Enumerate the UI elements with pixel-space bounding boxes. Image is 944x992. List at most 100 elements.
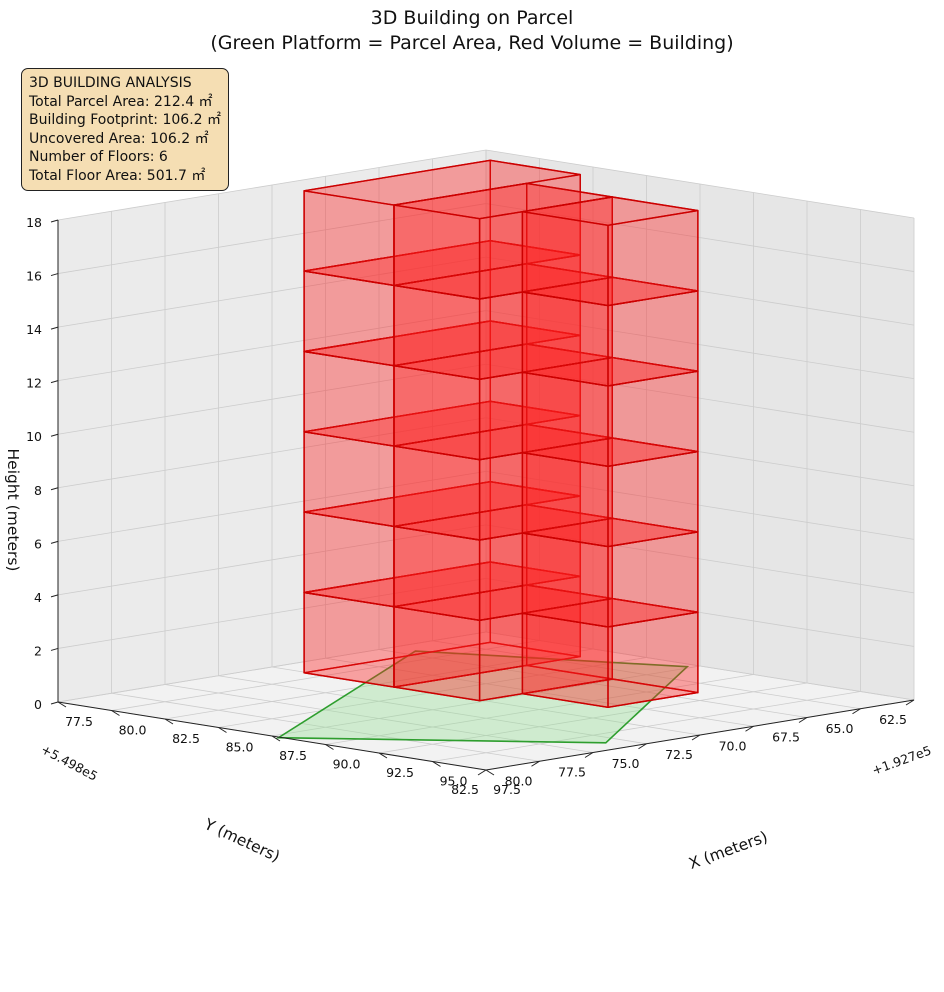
x-tick-mark	[378, 752, 388, 759]
y-tick-label: 70.0	[719, 738, 747, 753]
z-tick-label: 4	[34, 590, 42, 605]
z-gridline-right	[485, 470, 915, 540]
x-tick-mark	[111, 710, 120, 716]
info-number-of-floors: Number of Floors: 6	[29, 149, 168, 165]
z-tick-mark	[50, 594, 59, 598]
z-tick-label: 12	[26, 376, 42, 391]
y-gridline-floor	[111, 692, 540, 762]
chart-title-line2: (Green Platform = Parcel Area, Red Volum…	[210, 32, 734, 54]
y-tick-mark	[691, 734, 701, 741]
x-tick-mark	[325, 744, 334, 750]
info-parcel-area: Total Parcel Area: 212.4 ㎡	[29, 93, 213, 110]
z-gridline-left	[57, 256, 487, 328]
y-gridline-floor	[432, 640, 861, 710]
y-axis-label: Y (meters)	[201, 815, 283, 866]
analysis-info-box: 3D BUILDING ANALYSIS Total Parcel Area: …	[21, 68, 229, 191]
x-tick-label: 85.0	[226, 740, 254, 755]
z-tick-label: 14	[26, 322, 42, 337]
z-tick-label: 10	[26, 429, 42, 444]
building-face-east-floor-4	[521, 371, 609, 467]
building-face-west-floor-6	[303, 190, 395, 287]
z-gridline-right	[485, 310, 915, 380]
y-tick-mark	[531, 760, 540, 767]
building-face-east-floor-6	[521, 210, 609, 307]
z-tick-mark	[50, 701, 59, 705]
x-tick-mark	[271, 735, 281, 742]
z-tick-mark	[50, 487, 59, 491]
building-face-middle-floor-3	[393, 445, 481, 541]
z-gridline-left	[57, 417, 487, 489]
z-tick-label: 6	[34, 536, 42, 551]
info-building-footprint: Building Footprint: 106.2 ㎡	[29, 112, 222, 128]
building-face-east-floor-4	[607, 370, 699, 467]
z-gridline-left	[57, 363, 487, 435]
y-tick-label: 67.5	[772, 730, 800, 745]
building-face-east-floor-2	[607, 531, 699, 628]
y-axis-offset-text: +5.498e5	[39, 741, 101, 783]
z-gridline-left	[57, 578, 487, 649]
z-tick-label: 18	[26, 215, 42, 230]
x-tick-label: 92.5	[386, 765, 414, 780]
building-face-east-floor-5	[521, 291, 609, 387]
z-gridline-right	[485, 631, 915, 701]
y-tick-mark	[745, 725, 754, 732]
x-tick-label: 90.0	[333, 757, 361, 772]
z-tick-label: 2	[34, 643, 42, 658]
x-tick-mark	[164, 718, 174, 725]
building-face-west-floor-4	[303, 350, 395, 447]
x-tick-mark	[485, 769, 495, 776]
z-tick-mark	[50, 219, 59, 223]
z-tick-mark	[50, 540, 59, 544]
z-gridline-right	[485, 203, 915, 272]
building-face-west-floor-2	[303, 511, 395, 608]
y-tick-mark	[852, 708, 861, 715]
chart-title-line1: 3D Building on Parcel	[370, 7, 574, 29]
z-gridline-left	[57, 524, 487, 596]
z-tick-label: 8	[34, 483, 42, 498]
y-tick-mark	[477, 769, 487, 776]
z-tick-mark	[50, 647, 59, 651]
y-gridline-floor	[218, 675, 647, 745]
y-tick-label: 82.5	[451, 782, 479, 797]
z-gridline-right	[485, 363, 915, 433]
building-face-east-floor-3	[607, 450, 699, 548]
y-gridline-floor	[325, 657, 754, 727]
y-tick-label: 77.5	[558, 765, 586, 780]
y-tick-label: 80.0	[505, 773, 533, 788]
y-tick-mark	[905, 699, 915, 706]
building-face-middle-floor-6	[393, 204, 481, 300]
y-tick-label: 72.5	[665, 747, 693, 762]
x-tick-label: 77.5	[65, 714, 93, 729]
info-total-floor-area: Total Floor Area: 501.7 ㎡	[29, 167, 206, 184]
z-gridline-left	[57, 470, 487, 542]
building-face-east-floor-5	[607, 290, 699, 387]
x-tick-label: 95.0	[440, 774, 468, 789]
y-tick-mark	[798, 717, 808, 723]
building-face-east-floor-3	[521, 452, 609, 548]
building-face-middle-floor-4	[393, 365, 481, 461]
building-face-east-floor-2	[521, 532, 609, 628]
x-tick-label: 82.5	[172, 731, 200, 746]
y-tick-mark	[638, 743, 647, 750]
y-tick-label: 75.0	[612, 756, 640, 771]
building-face-west-floor-5	[303, 270, 395, 367]
z-gridline-right	[485, 149, 915, 219]
z-tick-mark	[50, 433, 59, 437]
z-tick-mark	[50, 380, 59, 384]
y-tick-mark	[584, 752, 594, 758]
x-tick-label: 80.0	[119, 723, 147, 738]
z-tick-mark	[50, 326, 59, 330]
building-face-east-floor-1	[607, 611, 699, 708]
x-tick-mark	[432, 761, 441, 767]
z-gridline-right	[485, 524, 915, 594]
y-tick-label: 62.5	[879, 712, 907, 727]
x-tick-label: 97.5	[493, 782, 521, 797]
z-gridline-left	[57, 149, 487, 221]
building-face-middle-floor-5	[393, 284, 481, 380]
y-tick-label: 65.0	[826, 721, 854, 736]
z-axis-label: Height (meters)	[4, 449, 22, 572]
z-gridline-left	[57, 310, 487, 382]
x-tick-label: 87.5	[279, 748, 307, 763]
x-tick-mark	[218, 727, 227, 733]
